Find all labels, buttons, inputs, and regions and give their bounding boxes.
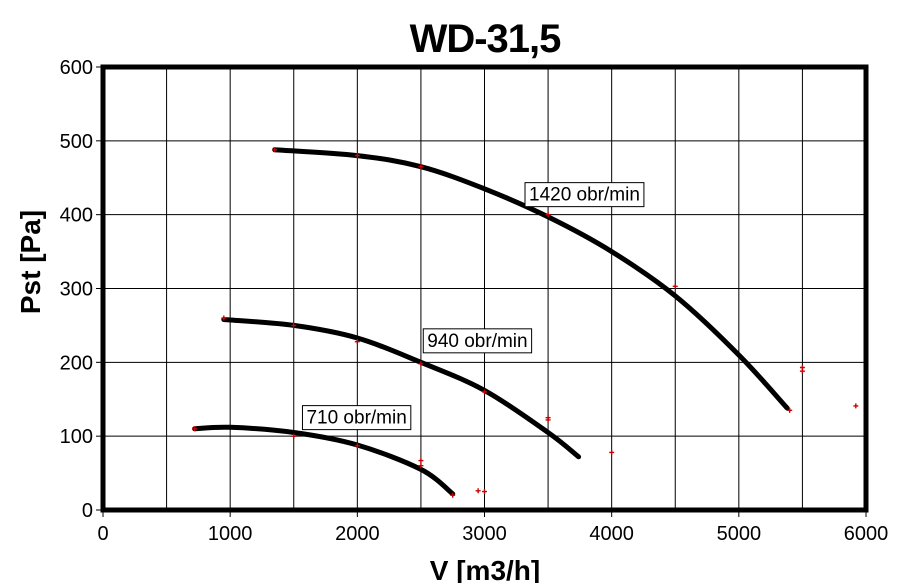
y-tick-label: 100 <box>60 426 93 448</box>
curve-label-box: 940 obr/min <box>422 328 533 354</box>
y-tick-label: 500 <box>60 131 93 153</box>
measured-point <box>418 458 424 464</box>
y-tick-label: 400 <box>60 205 93 227</box>
measured-point <box>799 365 805 371</box>
measured-point <box>787 407 793 413</box>
measured-point <box>418 361 424 367</box>
x-tick-label: 0 <box>97 523 108 545</box>
chart-title: WD-31,5 <box>410 17 562 61</box>
curve-label-frame <box>422 328 533 354</box>
y-tick-label: 600 <box>60 57 93 79</box>
x-tick-label: 3000 <box>462 523 507 545</box>
measured-point <box>418 463 424 469</box>
x-tick-label: 1000 <box>208 523 253 545</box>
measured-point <box>475 488 481 494</box>
measured-point <box>672 283 678 289</box>
measured-point <box>291 322 297 328</box>
curve-label-940-obr-min: 940 obr/min <box>427 331 527 352</box>
curve-label-box: 1420 obr/min <box>524 182 645 208</box>
measured-point <box>354 339 360 345</box>
measured-point <box>609 449 615 455</box>
measured-point <box>545 415 551 421</box>
measured-point <box>482 389 487 395</box>
measured-point <box>221 315 227 321</box>
measured-point <box>450 492 456 498</box>
measured-point <box>853 403 859 409</box>
y-axis-label: Pst [Pa] <box>15 210 46 314</box>
y-tick-label: 200 <box>60 352 93 374</box>
curve-label-1420-obr-min: 1420 obr/min <box>529 185 640 206</box>
curves <box>192 147 790 497</box>
measured-point <box>418 164 424 170</box>
curve-label-710-obr-min: 710 obr/min <box>306 408 406 429</box>
measured-point <box>482 489 487 495</box>
measured-points <box>192 147 859 498</box>
x-tick-label: 6000 <box>844 523 889 545</box>
x-axis-label: V [m3/h] <box>430 555 540 583</box>
measured-point <box>354 153 360 159</box>
curve-labels: 1420 obr/min 940 obr/min 710 obr/min <box>301 182 645 431</box>
measured-point <box>192 426 198 432</box>
measured-point <box>291 433 297 439</box>
measured-point <box>545 212 551 218</box>
y-tick-label: 300 <box>60 279 93 301</box>
x-tick-label: 4000 <box>589 523 634 545</box>
curve-label-frame <box>301 405 412 431</box>
curve-label-frame <box>524 182 645 208</box>
x-axis-ticks: 0 1000 2000 3000 4000 5000 6000 <box>97 510 888 545</box>
x-tick-label: 5000 <box>717 523 762 545</box>
curve-label-box: 710 obr/min <box>301 405 412 431</box>
y-axis-ticks: 0 100 200 300 400 500 600 <box>60 57 103 522</box>
curve-710-obr-min <box>192 424 456 497</box>
x-tick-label: 2000 <box>335 523 380 545</box>
measured-point <box>354 443 360 449</box>
measured-point <box>272 147 278 153</box>
grid-lines <box>103 67 866 510</box>
y-tick-label: 0 <box>82 500 93 522</box>
